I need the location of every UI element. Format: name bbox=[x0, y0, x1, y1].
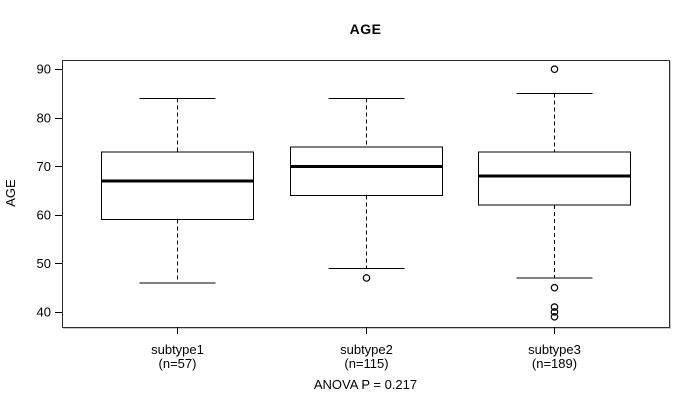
y-axis-tick-label: 40 bbox=[37, 304, 51, 319]
iqr-box-subtype1 bbox=[101, 151, 254, 221]
iqr-box-subtype3 bbox=[478, 151, 631, 206]
x-axis-group-count: (n=189) bbox=[532, 356, 577, 371]
outlier-point bbox=[550, 283, 559, 292]
outlier-point bbox=[550, 65, 559, 74]
y-axis-tick-label: 90 bbox=[37, 62, 51, 77]
outlier-point bbox=[362, 274, 371, 282]
x-axis-group-label: subtype1 bbox=[151, 342, 204, 357]
x-axis-group-label: subtype2 bbox=[340, 342, 393, 357]
chart-title: AGE bbox=[349, 21, 382, 37]
y-axis-tick-label: 70 bbox=[37, 159, 51, 174]
x-axis-group-label: subtype3 bbox=[528, 342, 581, 357]
outlier-point bbox=[550, 313, 559, 321]
anova-p-value: ANOVA P = 0.217 bbox=[313, 377, 418, 392]
outlier-point bbox=[550, 308, 559, 316]
y-axis-tick-label: 60 bbox=[37, 207, 51, 222]
outlier-point bbox=[550, 303, 559, 311]
iqr-box-subtype2 bbox=[290, 146, 443, 196]
x-axis-group-count: (n=115) bbox=[344, 356, 388, 371]
x-axis-group-count: (n=57) bbox=[159, 356, 197, 371]
y-axis-tick-label: 50 bbox=[37, 256, 51, 271]
y-axis-tick-label: 80 bbox=[37, 110, 51, 125]
